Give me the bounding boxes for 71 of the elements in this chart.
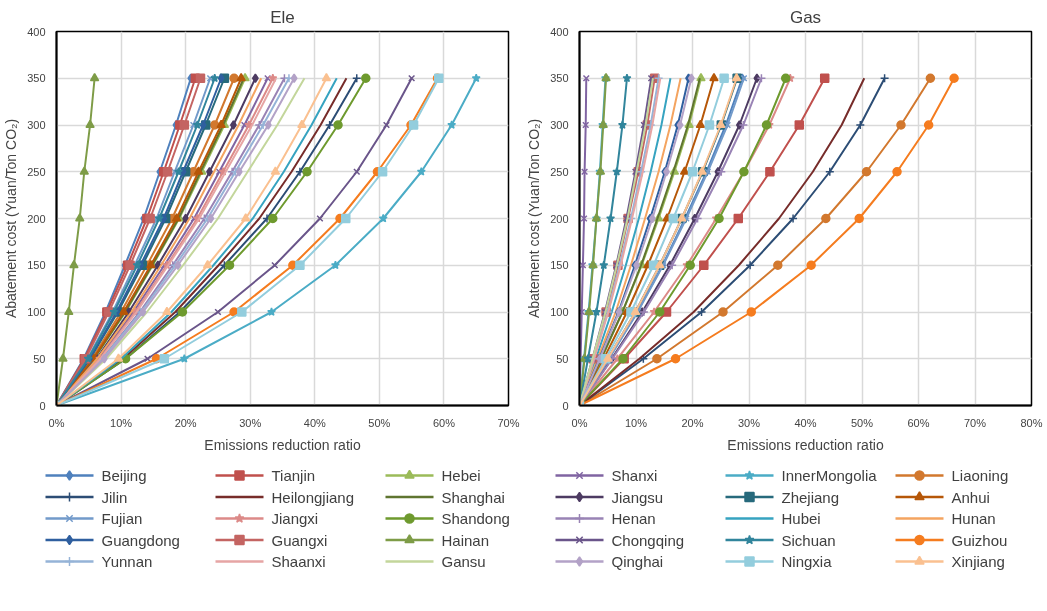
- y-tick-label: 100: [27, 306, 46, 318]
- y-tick-label: 50: [556, 352, 569, 365]
- legend-label: Guangdong: [101, 531, 180, 549]
- y-tick-label: 150: [27, 259, 46, 272]
- y-tick-label: 400: [550, 25, 569, 38]
- chart-title: Ele: [270, 7, 295, 27]
- x-tick-label: 10%: [624, 416, 648, 429]
- legend-label: Heilongjiang: [271, 488, 355, 506]
- y-tick-label: 0: [562, 399, 569, 412]
- y-tick-label: 0: [39, 399, 46, 412]
- x-tick-label: 70%: [497, 416, 520, 429]
- y-tick-label: 300: [550, 119, 569, 131]
- legend-label: Hunan: [951, 510, 996, 527]
- x-tick-label: 0%: [48, 416, 65, 429]
- legend-label: InnerMongolia: [781, 467, 878, 484]
- x-tick-label: 80%: [1020, 416, 1043, 429]
- y-axis-title: Abatement cost (Yuan/Ton CO₂): [3, 118, 20, 319]
- x-tick-label: 60%: [907, 416, 930, 429]
- legend-label: Shandong: [441, 510, 510, 527]
- legend-label: Xinjiang: [951, 553, 1005, 570]
- legend-label: Chongqing: [611, 531, 685, 549]
- legend-label: Hainan: [441, 531, 490, 549]
- x-tick-label: 20%: [174, 416, 197, 429]
- x-axis-title: Emissions reduction ratio: [727, 436, 884, 453]
- x-tick-label: 30%: [239, 416, 262, 429]
- legend-label: Shanghai: [441, 488, 505, 506]
- legend-label: Guangxi: [271, 531, 328, 549]
- legend-label: Fujian: [101, 510, 143, 527]
- y-tick-label: 400: [27, 25, 46, 38]
- y-tick-label: 200: [550, 212, 569, 225]
- legend-label: Gansu: [441, 553, 486, 570]
- legend-label: Shaanxi: [271, 553, 326, 570]
- legend-label: Beijing: [101, 467, 147, 484]
- legend-label: Yunnan: [101, 553, 153, 570]
- legend-label: Liaoning: [951, 467, 1009, 484]
- legend-label: Henan: [611, 510, 656, 527]
- x-tick-label: 60%: [432, 416, 456, 429]
- y-tick-label: 100: [550, 306, 569, 318]
- x-tick-label: 20%: [681, 416, 704, 429]
- y-tick-label: 150: [550, 259, 569, 272]
- x-axis-title: Emissions reduction ratio: [204, 436, 361, 453]
- y-tick-label: 300: [27, 119, 46, 131]
- legend-label: Jiangsu: [611, 488, 664, 506]
- legend-label: Jiangxi: [271, 510, 319, 527]
- y-tick-label: 250: [27, 165, 46, 178]
- y-axis-title: Abatement cost (Yuan/Ton CO₂): [526, 118, 543, 319]
- x-tick-label: 70%: [963, 416, 987, 429]
- legend-label: Tianjin: [271, 467, 316, 484]
- x-tick-label: 30%: [737, 416, 761, 429]
- x-tick-label: 10%: [110, 416, 133, 429]
- legend-label: Zhejiang: [781, 488, 840, 506]
- legend-label: Guizhou: [951, 531, 1008, 549]
- y-tick-label: 350: [27, 72, 46, 85]
- x-tick-label: 40%: [794, 416, 817, 429]
- chart-title: Gas: [789, 7, 822, 27]
- legend-label: Hebei: [441, 467, 481, 484]
- x-tick-label: 50%: [368, 416, 391, 429]
- y-tick-label: 350: [550, 72, 569, 85]
- y-tick-label: 50: [33, 352, 46, 365]
- legend-label: Qinghai: [611, 553, 664, 570]
- legend-label: Ningxia: [781, 553, 833, 570]
- y-tick-label: 250: [550, 165, 569, 178]
- x-tick-label: 50%: [850, 416, 874, 429]
- legend-label: Sichuan: [781, 531, 836, 549]
- legend-label: Anhui: [951, 488, 990, 506]
- legend-label: Jilin: [101, 488, 128, 506]
- x-tick-label: 0%: [571, 416, 588, 429]
- x-tick-label: 40%: [303, 416, 327, 429]
- legend-label: Hubei: [781, 510, 821, 527]
- y-tick-label: 200: [27, 212, 46, 225]
- legend-label: Shanxi: [611, 467, 658, 484]
